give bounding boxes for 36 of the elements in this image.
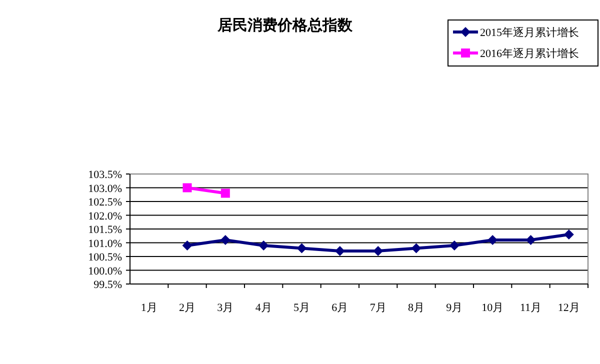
x-tick-label: 8月 <box>408 302 424 314</box>
point <box>182 183 192 192</box>
y-tick-label: 103.0% <box>88 182 122 195</box>
x-tick-label: 7月 <box>370 302 386 314</box>
x-tick-label: 11月 <box>520 302 542 314</box>
x-tick-label: 2月 <box>179 302 196 314</box>
chart-title: 居民消费价格总指数 <box>216 17 354 34</box>
x-tick-label: 12月 <box>558 302 580 314</box>
y-tick-label: 99.5% <box>94 279 122 291</box>
x-tick-label: 3月 <box>217 302 234 314</box>
y-tick-label: 102.0% <box>88 210 122 222</box>
point <box>411 243 422 254</box>
y-tick-label: 100.0% <box>88 265 122 278</box>
point <box>373 246 384 256</box>
x-tick-label: 5月 <box>294 302 310 314</box>
point <box>258 240 269 250</box>
point <box>526 235 536 245</box>
x-tick-label: 4月 <box>255 302 272 314</box>
y-tick-label: 103.5% <box>88 169 122 181</box>
y-tick-label: 101.0% <box>88 238 122 250</box>
point <box>334 246 345 256</box>
legend-label: 2016年逐月累计增长 <box>480 47 579 60</box>
x-tick-label: 9月 <box>446 302 463 314</box>
point <box>564 230 574 240</box>
y-tick-label: 101.5% <box>88 224 122 236</box>
y-tick-label: 100.5% <box>88 252 122 264</box>
legend-label: 2015年逐月累计增长 <box>480 26 579 39</box>
point <box>296 243 307 254</box>
point <box>220 188 230 198</box>
point <box>220 235 230 245</box>
x-tick-label: 1月 <box>140 302 158 314</box>
x-tick-label: 10月 <box>482 302 504 314</box>
y-tick-label: 102.5% <box>88 196 122 208</box>
point <box>449 240 460 250</box>
x-tick-label: 6月 <box>332 302 348 314</box>
point <box>182 240 192 250</box>
